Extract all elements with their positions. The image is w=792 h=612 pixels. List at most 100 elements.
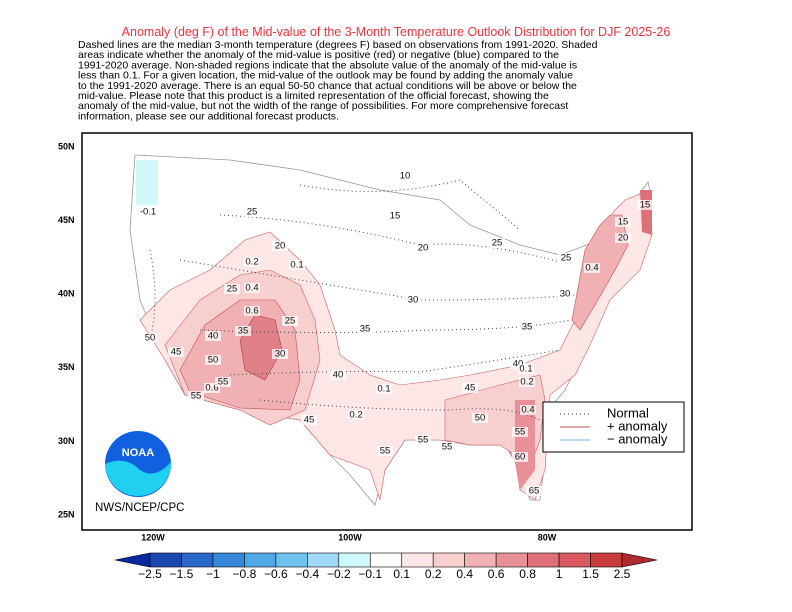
contour-label: 10	[400, 171, 411, 182]
contour-label-bg	[615, 233, 631, 243]
contour-label: 50	[208, 355, 219, 366]
contour-label-bg	[215, 377, 231, 387]
contour-label: 15	[390, 211, 401, 222]
contour-label-bg	[637, 200, 653, 210]
contour-label-bg	[518, 364, 534, 374]
contour-label-bg	[519, 322, 535, 332]
contour-label-bg	[489, 238, 505, 248]
colorbar-segment	[212, 552, 245, 568]
lat-label: 40N	[58, 289, 75, 299]
colorbar-label: 2.5	[614, 567, 631, 581]
contour-label-bg	[377, 446, 393, 456]
contour-label: 25	[227, 284, 238, 295]
contour-label: 30	[275, 349, 286, 360]
colorbar: −2.5 −1.5 −1 −0.8 −0.6 −0.4 −0.2 −0.1 0.1 0.2 0.4 0…	[114, 552, 658, 581]
contour-label-bg	[301, 415, 317, 425]
contour-label-bg	[204, 383, 220, 393]
contour-label-bg	[244, 306, 260, 316]
description-line: areas indicate whether the anomaly of th…	[78, 49, 559, 61]
contour-label: 0.6	[205, 383, 218, 394]
contour-label-bg	[397, 171, 413, 181]
contour-label: 60	[515, 452, 526, 463]
description: Dashed lines are the median 3-month temp…	[78, 39, 598, 122]
contour-label-bg	[415, 243, 431, 253]
contour-label: 0.4	[245, 283, 258, 294]
contour-label-bg	[348, 410, 364, 420]
contour-label: -0.1	[140, 207, 156, 218]
contour-label-bg	[244, 207, 260, 217]
contour-label: 45	[304, 415, 315, 426]
contour-label: 0.4	[585, 263, 598, 274]
contour-label: 25	[561, 253, 572, 264]
contour-label-bg	[140, 207, 156, 217]
description-line: 1991-2020 average. Non-shaded regions in…	[78, 59, 577, 71]
contour-label: 15	[640, 200, 651, 211]
contour-label-bg	[439, 442, 455, 452]
colorbar-segment	[338, 552, 371, 568]
colorbar-segment	[432, 552, 465, 568]
lat-label: 25N	[58, 509, 75, 519]
contour-label: 0.4	[521, 405, 534, 416]
contour-label-bg	[205, 355, 221, 365]
colorbar-label: 0.4	[456, 567, 473, 581]
contour-label-bg	[387, 211, 403, 221]
contour-label-bg	[472, 413, 488, 423]
contour-label-bg	[415, 435, 431, 445]
contour-label: 0.1	[290, 260, 303, 271]
contour-label-bg	[142, 333, 158, 343]
contour-label: 35	[360, 324, 371, 335]
colorbar-label: 0.2	[425, 567, 442, 581]
colorbar-label: −0.4	[295, 567, 319, 581]
contour-label: 55	[515, 427, 526, 438]
colorbar-end	[621, 552, 658, 568]
contour-label-bg	[615, 217, 631, 227]
colorbar-label: −0.8	[233, 567, 257, 581]
axis-labels: 50N 45N 40N 35N 30N 25N 120W 100W 80W	[58, 141, 557, 542]
colorbar-segment	[181, 552, 214, 568]
lat-label: 30N	[58, 436, 75, 446]
agency: NWS/NCEP/CPC	[95, 502, 184, 514]
colorbar-segment	[149, 552, 182, 568]
contour-label-bg	[244, 257, 260, 267]
contour-label: 55	[418, 435, 429, 446]
contour-label-bg	[376, 384, 392, 394]
contour-label: 65	[529, 486, 540, 497]
contour-label-bg	[520, 405, 536, 415]
contour-label: 35	[238, 326, 249, 337]
contour-label: 45	[465, 383, 476, 394]
colorbar-segment	[244, 552, 277, 568]
colorbar-end	[114, 552, 151, 568]
colorbar-label: −0.2	[327, 567, 351, 581]
contour-label: 50	[145, 333, 156, 344]
colorbar-label: 0.8	[519, 567, 536, 581]
contour-label-bg	[519, 377, 535, 387]
colorbar-label: 1.5	[582, 567, 599, 581]
noaa-logo: NOAA	[105, 431, 172, 497]
lon-label: 80W	[538, 532, 557, 542]
description-line: mid-value. Please note that this product…	[78, 90, 549, 102]
lat-label: 50N	[58, 141, 75, 151]
colorbar-label: −1	[206, 567, 220, 581]
contour-label: 0.1	[519, 364, 532, 375]
contour-label-bg	[272, 349, 288, 359]
colorbar-segment	[307, 552, 340, 568]
contour-label: 0.2	[520, 377, 533, 388]
colorbar-segment	[527, 552, 560, 568]
colorbar-label: −0.1	[358, 567, 382, 581]
lon-label: 120W	[141, 532, 165, 542]
contour-label: 45	[171, 347, 182, 358]
contour-label: 40	[333, 370, 344, 381]
legend-label: Normal	[607, 405, 649, 420]
contour-label: 40	[208, 331, 219, 342]
contour-label-bg	[205, 331, 221, 341]
contour-label: 0.2	[245, 257, 258, 268]
contour-label-bg	[512, 452, 528, 462]
colorbar-label: 0.1	[393, 567, 410, 581]
description-line: less than 0.1. For a given location, the…	[78, 70, 573, 82]
contour-label-bg	[224, 284, 240, 294]
contour-label: 50	[475, 413, 486, 424]
contour-label: 0.1	[377, 384, 390, 395]
contour-label-bg	[188, 391, 204, 401]
